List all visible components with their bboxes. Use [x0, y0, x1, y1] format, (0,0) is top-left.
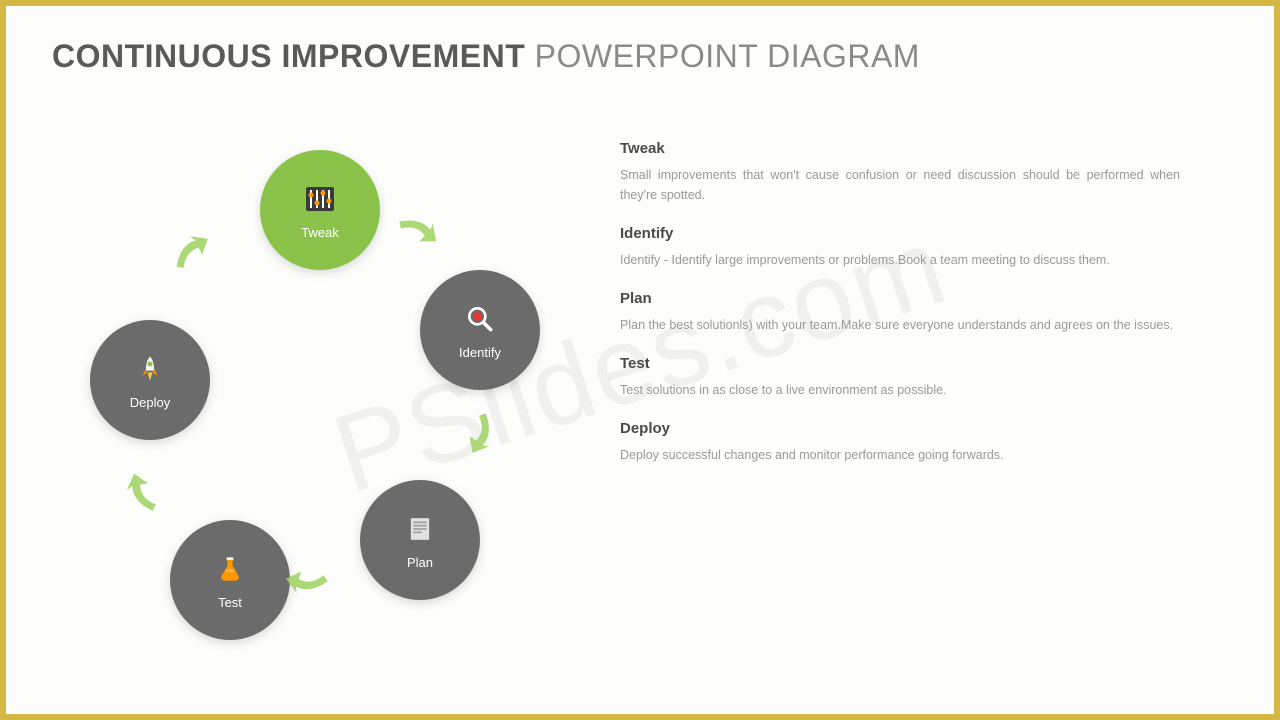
section-title: Test	[620, 355, 1180, 372]
title-bold: CONTINUOUS IMPROVEMENT	[52, 38, 525, 74]
document-icon	[402, 511, 438, 547]
sliders-icon	[302, 181, 338, 217]
title-light: POWERPOINT DIAGRAM	[525, 38, 920, 74]
section-title: Identify	[620, 225, 1180, 242]
section-title: Plan	[620, 290, 1180, 307]
cycle-arrow	[380, 195, 451, 266]
section-identify: Identify Identify - Identify large improv…	[620, 225, 1180, 270]
section-deploy: Deploy Deploy successful changes and moni…	[620, 420, 1180, 465]
node-label: Tweak	[301, 225, 339, 240]
node-label: Identify	[459, 345, 501, 360]
section-title: Tweak	[620, 140, 1180, 157]
section-body: Deploy successful changes and monitor pe…	[620, 445, 1180, 465]
cycle-node-plan: Plan	[360, 480, 480, 600]
node-label: Test	[218, 595, 242, 610]
node-label: Plan	[407, 555, 433, 570]
cycle-node-deploy: Deploy	[90, 320, 210, 440]
search-icon	[462, 301, 498, 337]
text-panel: Tweak Small improvements that won't cause…	[620, 140, 1180, 485]
cycle-node-tweak: Tweak	[260, 150, 380, 270]
flask-icon	[212, 551, 248, 587]
cycle-arrow	[157, 222, 223, 288]
section-body: Test solutions in as close to a live env…	[620, 380, 1180, 400]
section-plan: Plan Plan the best solutionls) with your …	[620, 290, 1180, 335]
section-title: Deploy	[620, 420, 1180, 437]
cycle-node-identify: Identify	[420, 270, 540, 390]
node-label: Deploy	[130, 395, 170, 410]
cycle-diagram: Tweak Identify Plan Test Deploy	[60, 140, 560, 660]
cycle-arrow	[278, 548, 342, 612]
section-body: Plan the best solutionls) with your team…	[620, 315, 1180, 335]
section-body: Identify - Identify large improvements o…	[620, 250, 1180, 270]
page-title: CONTINUOUS IMPROVEMENT POWERPOINT DIAGRA…	[52, 38, 920, 75]
cycle-arrow	[116, 466, 174, 524]
rocket-icon	[132, 351, 168, 387]
section-test: Test Test solutions in as close to a live…	[620, 355, 1180, 400]
cycle-arrow	[445, 395, 515, 465]
cycle-node-test: Test	[170, 520, 290, 640]
section-body: Small improvements that won't cause conf…	[620, 165, 1180, 205]
section-tweak: Tweak Small improvements that won't cause…	[620, 140, 1180, 205]
